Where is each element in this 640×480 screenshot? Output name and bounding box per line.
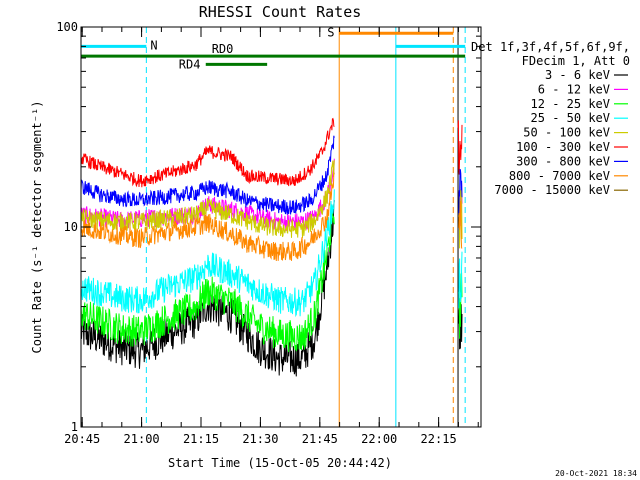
- legend: Det 1f,3f,4f,5f,6f,9f,FDecim 1, Att 03 -…: [471, 40, 630, 197]
- series-line-300-800-kev: [80, 135, 335, 215]
- x-tick-label: 22:00: [361, 432, 397, 446]
- series-tail-25-50-kev: [458, 251, 463, 309]
- x-axis-label: Start Time (15-Oct-05 20:44:42): [168, 456, 392, 470]
- series-tail-800-7000-kev: [458, 200, 463, 249]
- series-tail-100-300-kev: [457, 120, 463, 175]
- y-axis-ticks: 1 10 100: [56, 20, 481, 434]
- x-tick-label: 20:45: [64, 432, 100, 446]
- y-tick-label: 1: [71, 420, 78, 434]
- annotation-label-s: S: [327, 25, 334, 39]
- annotation-label-n: N: [150, 38, 157, 52]
- region-boundary-lines: [80, 27, 466, 427]
- x-axis-ticks: 20:45 21:00 21:15 21:30 21:45 22:00 22:15: [64, 27, 479, 446]
- legend-label-300-800-kev: 300 - 800 keV: [516, 154, 610, 168]
- legend-header-line: Det 1f,3f,4f,5f,6f,9f,: [471, 40, 630, 54]
- annotation-bars: N S RD0 RD4: [81, 25, 466, 71]
- legend-label-50-100-kev: 50 - 100 keV: [523, 126, 610, 140]
- x-tick-label: 21:45: [302, 432, 338, 446]
- x-tick-label: 21:00: [124, 432, 160, 446]
- series-line-100-300-kev: [80, 117, 335, 188]
- y-tick-label: 10: [64, 220, 78, 234]
- annotation-label-rd0: RD0: [212, 42, 234, 56]
- timestamp-label: 20-Oct-2021 18:34: [555, 469, 637, 478]
- x-tick-label: 21:15: [183, 432, 219, 446]
- series-line-800-7000-kev: [80, 172, 335, 262]
- legend-label-3-6-kev: 3 - 6 keV: [545, 68, 610, 82]
- legend-label-100-300-kev: 100 - 300 keV: [516, 140, 610, 154]
- legend-label-6-12-kev: 6 - 12 keV: [538, 82, 610, 96]
- y-axis-label: Count Rate (s⁻¹ detector segment⁻¹): [30, 101, 44, 354]
- series-line-25-50-kev: [80, 189, 335, 318]
- legend-label-800-7000-kev: 800 - 7000 keV: [509, 169, 610, 183]
- x-tick-label: 22:15: [421, 432, 457, 446]
- chart-title: RHESSI Count Rates: [199, 3, 362, 21]
- legend-header-line: FDecim 1, Att 0: [522, 54, 630, 68]
- annotation-label-rd4: RD4: [179, 57, 201, 71]
- series-line-12-25-kev: [80, 205, 335, 353]
- series-group: [80, 117, 463, 377]
- y-tick-label: 100: [56, 20, 78, 34]
- x-tick-label: 21:30: [242, 432, 278, 446]
- legend-label-7000-15000-kev: 7000 - 15000 keV: [494, 183, 610, 197]
- legend-label-12-25-kev: 12 - 25 keV: [531, 97, 610, 111]
- series-tail-300-800-kev: [458, 168, 463, 216]
- legend-label-25-50-kev: 25 - 50 keV: [531, 111, 610, 125]
